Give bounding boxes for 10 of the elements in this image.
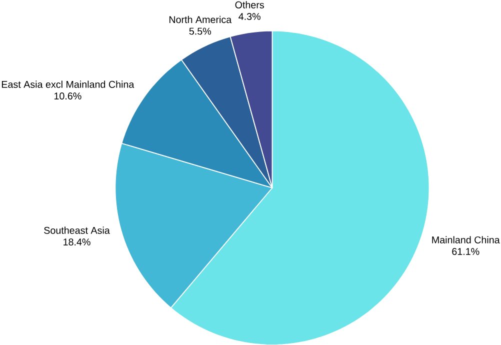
slice-label: North America <box>169 16 232 23</box>
slice-label: East Asia excl Mainland China <box>2 80 134 88</box>
data-label: 4.3% <box>238 12 260 20</box>
slice-label: Southeast Asia <box>44 226 110 234</box>
data-label: 5.5% <box>189 28 212 34</box>
slice-label: Others <box>235 0 264 8</box>
data-label: 10.6% <box>54 92 82 100</box>
slice-label: Mainland China <box>432 236 500 244</box>
data-label: 18.4% <box>64 238 90 246</box>
data-label: 61.1% <box>452 248 480 255</box>
